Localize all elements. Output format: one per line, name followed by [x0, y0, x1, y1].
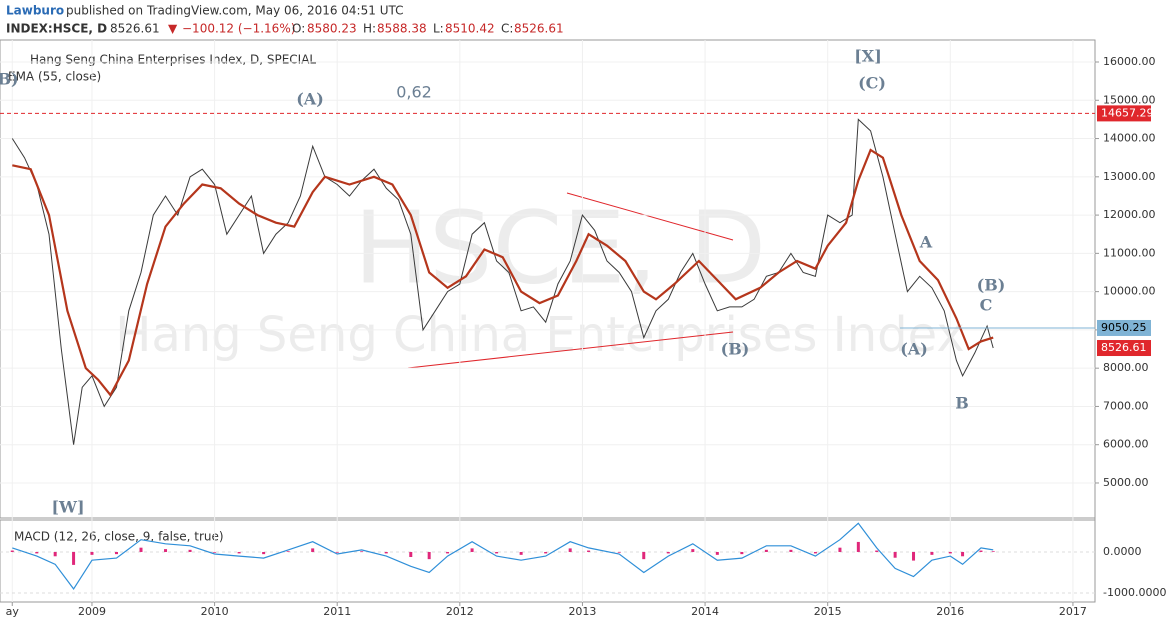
wave-label: [W]: [51, 498, 84, 517]
series-line: [12, 148, 994, 397]
y2-tick-label: -1000.0000: [1103, 586, 1166, 599]
y-tick-label: 16000.00: [1103, 55, 1156, 68]
arrow: ▼: [168, 22, 178, 36]
x-tick-label: 2014: [691, 605, 719, 618]
low: 8510.42: [445, 22, 495, 36]
x-tick-label: 2013: [568, 605, 596, 618]
y-tick-label: 10000.00: [1103, 285, 1156, 298]
macd-title: MACD (12, 26, close, 9, false, true): [14, 530, 224, 544]
x-tick-label: 2016: [936, 605, 964, 618]
price-tag: [1097, 319, 1151, 336]
price-tag-label: 14657.29: [1101, 106, 1154, 119]
wave-label: [X]: [854, 47, 882, 66]
y2-tick-label: 0.0000: [1103, 545, 1142, 558]
ema-legend: EMA (55, close): [8, 70, 101, 84]
x-tick-label: 2017: [1059, 605, 1087, 618]
last: 8526.61: [110, 22, 160, 36]
symbol: INDEX:HSCE, D: [6, 22, 107, 36]
l-label: L:: [433, 22, 444, 36]
price-tag-label: 8526.61: [1101, 341, 1147, 354]
x-tick-label: 2010: [201, 605, 229, 618]
h-label: H:: [363, 22, 376, 36]
y-tick-label: 6000.00: [1103, 438, 1149, 451]
series-line: [12, 522, 994, 590]
published: published on TradingView.com, May 06, 20…: [66, 4, 403, 18]
close: 8526.61: [514, 22, 564, 36]
x-tick-label: 2009: [78, 605, 106, 618]
chart-title: Hang Seng China Enterprises Index, D, SP…: [30, 53, 316, 67]
y-tick-label: 11000.00: [1103, 246, 1156, 259]
wave-label: (A): [900, 340, 928, 359]
y-tick-label: 15000.00: [1103, 93, 1156, 106]
x-tick-label: 2015: [814, 605, 842, 618]
y-tick-label: 14000.00: [1103, 132, 1156, 145]
wave-label: B: [955, 394, 969, 413]
open: 8580.23: [307, 22, 357, 36]
price-tag: [1097, 340, 1151, 357]
wave-label: B): [0, 70, 19, 89]
o-label: O:: [292, 22, 305, 36]
price-tag-label: 9050.25: [1101, 321, 1147, 334]
x-tick-label: 2012: [446, 605, 474, 618]
author[interactable]: Lawburo: [6, 4, 64, 18]
c-label: C:: [501, 22, 513, 36]
x-tick-label: ay: [6, 605, 20, 618]
price-tag: [1097, 105, 1151, 122]
y-tick-label: 13000.00: [1103, 170, 1156, 183]
wave-label: 0,62: [396, 83, 432, 102]
wave-label: (A): [296, 90, 324, 109]
wave-label: C: [980, 296, 993, 315]
series-line: [11, 118, 994, 445]
change: −100.12 (−1.16%): [182, 22, 295, 36]
y-tick-label: 8000.00: [1103, 361, 1149, 374]
wave-label: (B): [721, 340, 750, 359]
wave-label: (C): [858, 74, 886, 93]
watermark: HSCE, D: [354, 189, 766, 306]
header: Lawburo published on TradingView.com, Ma…: [6, 4, 564, 36]
x-tick-label: 2011: [323, 605, 351, 618]
wave-label: A: [919, 233, 933, 252]
wave-label: (B): [977, 276, 1006, 295]
y-tick-label: 7000.00: [1103, 399, 1149, 412]
y-tick-label: 12000.00: [1103, 208, 1156, 221]
high: 8588.38: [377, 22, 427, 36]
trendline: [407, 331, 734, 369]
y-tick-label: 5000.00: [1103, 476, 1149, 489]
